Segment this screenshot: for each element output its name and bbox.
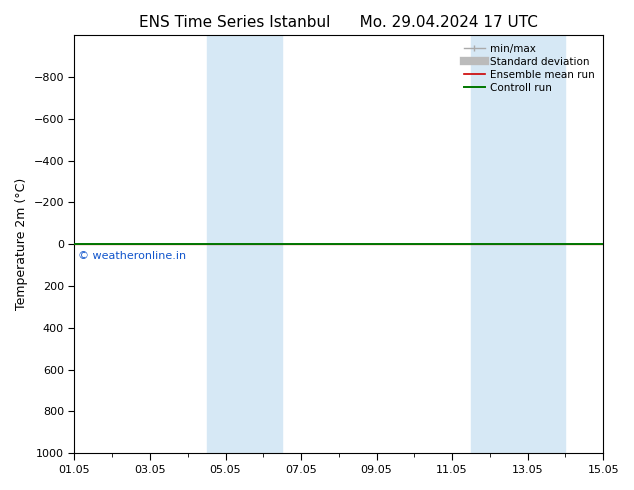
Title: ENS Time Series Istanbul      Mo. 29.04.2024 17 UTC: ENS Time Series Istanbul Mo. 29.04.2024 …: [139, 15, 538, 30]
Bar: [207, 35, 282, 453]
Text: © weatheronline.in: © weatheronline.in: [78, 250, 186, 261]
Legend: min/max, Standard deviation, Ensemble mean run, Controll run: min/max, Standard deviation, Ensemble me…: [461, 41, 598, 96]
Y-axis label: Temperature 2m (°C): Temperature 2m (°C): [15, 178, 28, 310]
Bar: [471, 35, 566, 453]
